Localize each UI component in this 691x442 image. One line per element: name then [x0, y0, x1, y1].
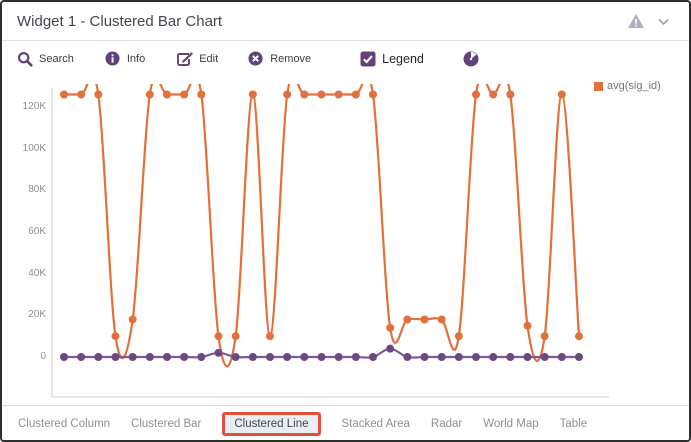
- edit-button[interactable]: Edit: [177, 51, 218, 67]
- widget-header: Widget 1 - Clustered Bar Chart: [2, 2, 689, 41]
- remove-button[interactable]: Remove: [248, 51, 311, 67]
- globe-icon: [463, 51, 479, 67]
- tab-stacked-area[interactable]: Stacked Area: [341, 418, 410, 430]
- info-icon: [105, 51, 121, 67]
- globe-button[interactable]: [463, 51, 479, 67]
- edit-icon: [177, 51, 194, 67]
- y-axis-tick-label: 60K: [28, 226, 46, 237]
- widget-title: Widget 1 - Clustered Bar Chart: [17, 12, 223, 30]
- tab-radar[interactable]: Radar: [430, 418, 463, 430]
- remove-label: Remove: [270, 53, 312, 65]
- chart-area: 0 20K 40K 60K 80K 100K 120K avg(sig_id): [2, 77, 691, 405]
- y-axis-tick-label: 0: [40, 351, 46, 362]
- search-button[interactable]: Search: [17, 51, 74, 67]
- info-label: Info: [126, 53, 146, 65]
- legend-series-label: avg(sig_id): [607, 80, 661, 92]
- warning-icon[interactable]: [627, 13, 644, 29]
- tab-table[interactable]: Table: [559, 418, 588, 430]
- y-axis-tick-label: 40K: [28, 267, 46, 279]
- legend-swatch: [594, 81, 603, 91]
- chevron-down-icon[interactable]: [658, 13, 674, 29]
- y-axis-tick-label: 80K: [28, 184, 46, 196]
- y-axis-tick-label: 120K: [22, 101, 46, 112]
- y-axis-tick-label: 20K: [28, 309, 46, 321]
- legend-toggle-label: Legend: [382, 52, 424, 66]
- info-button[interactable]: Info: [105, 51, 145, 67]
- search-label: Search: [39, 53, 74, 65]
- chart-legend[interactable]: avg(sig_id): [594, 80, 661, 92]
- edit-label: Edit: [199, 53, 219, 65]
- checkbox-checked-icon: [360, 51, 376, 67]
- line-chart-canvas[interactable]: [2, 77, 691, 405]
- tab-world-map[interactable]: World Map: [483, 418, 539, 430]
- y-axis-tick-label: 100K: [22, 142, 46, 154]
- tab-clustered-line[interactable]: Clustered Line: [222, 412, 321, 436]
- search-icon: [17, 51, 33, 67]
- tab-clustered-column[interactable]: Clustered Column: [18, 418, 111, 430]
- chart-type-tabbar: Clustered Column Clustered Bar Clustered…: [2, 405, 689, 440]
- remove-icon: [248, 51, 264, 67]
- tab-clustered-bar[interactable]: Clustered Bar: [131, 418, 202, 430]
- widget-toolbar: Search Info Edit: [2, 41, 689, 77]
- legend-toggle[interactable]: Legend: [360, 51, 424, 67]
